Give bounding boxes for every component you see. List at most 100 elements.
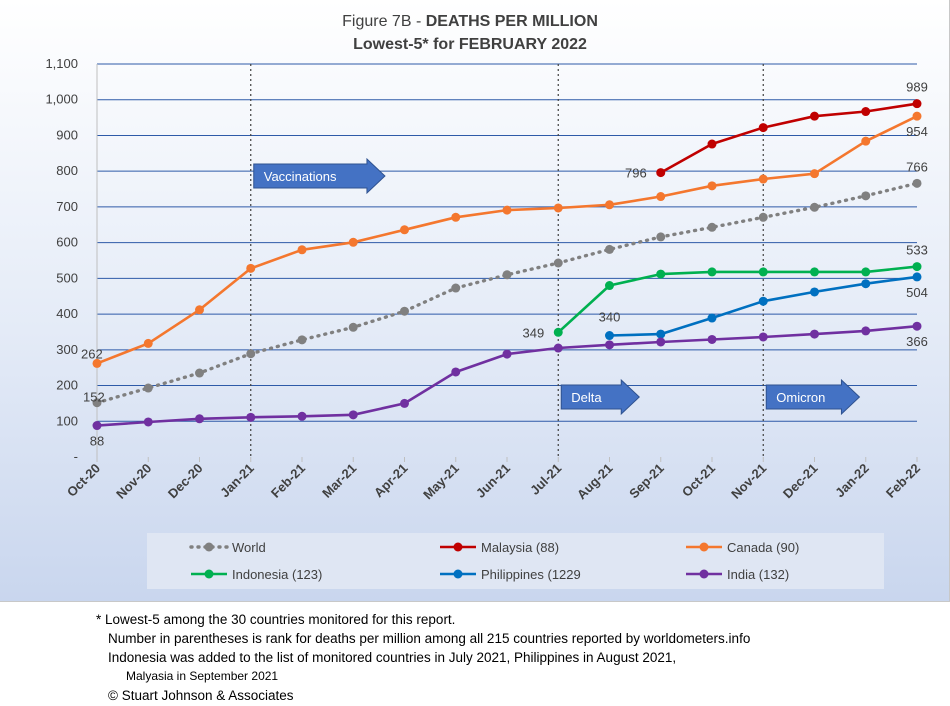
series-line	[96, 324, 918, 427]
data-label: 349	[523, 325, 545, 340]
data-point	[246, 349, 256, 359]
data-label: 366	[906, 334, 928, 349]
data-point	[605, 200, 614, 210]
x-tick-label: Oct-20	[64, 461, 103, 500]
data-point	[758, 267, 768, 277]
x-tick-label: Jun-21	[473, 461, 513, 501]
data-point	[707, 181, 717, 191]
annotation-arrow	[560, 378, 640, 416]
data-point	[912, 178, 922, 188]
data-point	[297, 411, 307, 421]
x-tick-label: Sep-21	[626, 461, 667, 502]
data-point	[810, 202, 819, 212]
data-point	[502, 349, 512, 359]
data-point	[861, 136, 871, 146]
chart-title: Figure 7B - DEATHS PER MILLION	[342, 13, 598, 30]
data-point	[656, 192, 666, 202]
y-tick-label: 600	[56, 235, 78, 250]
x-tick-label: May-21	[420, 461, 462, 503]
data-point	[605, 340, 614, 350]
data-point	[195, 414, 204, 424]
data-point	[195, 305, 204, 315]
data-point	[810, 287, 819, 297]
series-line	[660, 102, 918, 174]
data-label: 954	[906, 124, 928, 139]
data-label: 796	[625, 166, 647, 181]
y-tick-label: 1,100	[45, 56, 78, 71]
x-tick-label: Dec-21	[780, 461, 821, 502]
chart-subtitle: Lowest-5* for FEBRUARY 2022	[353, 36, 587, 53]
data-point	[861, 326, 871, 336]
data-point	[861, 267, 871, 277]
legend-swatch-marker	[204, 569, 214, 579]
data-point	[92, 421, 102, 431]
data-point	[451, 212, 461, 222]
x-tick-label: Feb-21	[268, 461, 308, 501]
x-tick-label: Nov-20	[113, 461, 154, 502]
chart-title-bold: DEATHS PER MILLION	[426, 13, 598, 30]
data-point	[758, 174, 768, 184]
data-point	[912, 99, 922, 109]
data-point	[348, 410, 358, 420]
data-label: 262	[81, 346, 103, 361]
legend-label: Canada (90)	[727, 540, 799, 555]
data-point	[143, 383, 153, 393]
footnote-1: * Lowest-5 among the 30 countries monito…	[96, 612, 456, 627]
data-point	[451, 367, 461, 377]
data-point	[553, 203, 563, 213]
x-tick-label: Oct-21	[679, 461, 718, 500]
legend-label: India (132)	[727, 567, 789, 582]
data-point	[707, 267, 717, 277]
data-point	[707, 313, 717, 323]
chart-title-prefix: Figure 7B -	[342, 13, 426, 30]
data-point	[810, 111, 819, 121]
data-point	[810, 267, 819, 277]
annotation-label: Delta	[571, 390, 602, 405]
data-point	[912, 262, 922, 272]
data-point	[553, 327, 563, 337]
data-point	[143, 338, 153, 348]
data-point	[707, 139, 717, 149]
legend-swatch-marker	[204, 542, 214, 552]
data-point	[143, 417, 153, 427]
data-point	[912, 111, 922, 121]
y-tick-label: 200	[56, 378, 78, 393]
chart-panel: Figure 7B - DEATHS PER MILLION Lowest-5*…	[0, 0, 950, 602]
footnote-2: Number in parentheses is rank for deaths…	[108, 631, 751, 646]
y-tick-label: 1,000	[45, 92, 78, 107]
data-label: 766	[906, 159, 928, 174]
data-point	[861, 191, 871, 201]
data-point	[348, 237, 358, 247]
data-label: 504	[906, 285, 928, 300]
x-tick-label: Jan-21	[217, 461, 257, 501]
data-point	[758, 123, 768, 133]
data-point	[553, 258, 563, 268]
footnote-3: Indonesia was added to the list of monit…	[108, 650, 677, 665]
data-point	[861, 279, 871, 289]
x-tick-label: Aug-21	[574, 461, 616, 503]
footnotes: * Lowest-5 among the 30 countries monito…	[96, 610, 936, 705]
legend-swatch-marker	[699, 569, 709, 579]
footnote-copyright: © Stuart Johnson & Associates	[108, 688, 294, 703]
legend-label: World	[232, 540, 266, 555]
legend-label: Philippines (1229	[481, 567, 581, 582]
data-point	[92, 358, 102, 368]
data-point	[707, 222, 717, 232]
y-tick-label: 400	[56, 306, 78, 321]
annotation-label: Omicron	[776, 390, 825, 405]
data-point	[246, 412, 256, 422]
x-tick-label: Mar-21	[319, 461, 359, 501]
data-point	[912, 272, 922, 282]
x-tick-label: Feb-22	[883, 461, 923, 501]
data-label: 152	[83, 390, 105, 405]
legend-label: Indonesia (123)	[232, 567, 322, 582]
data-point	[451, 283, 461, 293]
data-point	[246, 263, 256, 273]
legend-swatch-marker	[699, 542, 709, 552]
annotation-arrow	[253, 157, 386, 195]
data-label: 533	[906, 243, 928, 258]
legend-label: Malaysia (88)	[481, 540, 559, 555]
data-point	[605, 281, 614, 291]
data-point	[810, 169, 819, 179]
y-tick-label: -	[74, 449, 78, 464]
